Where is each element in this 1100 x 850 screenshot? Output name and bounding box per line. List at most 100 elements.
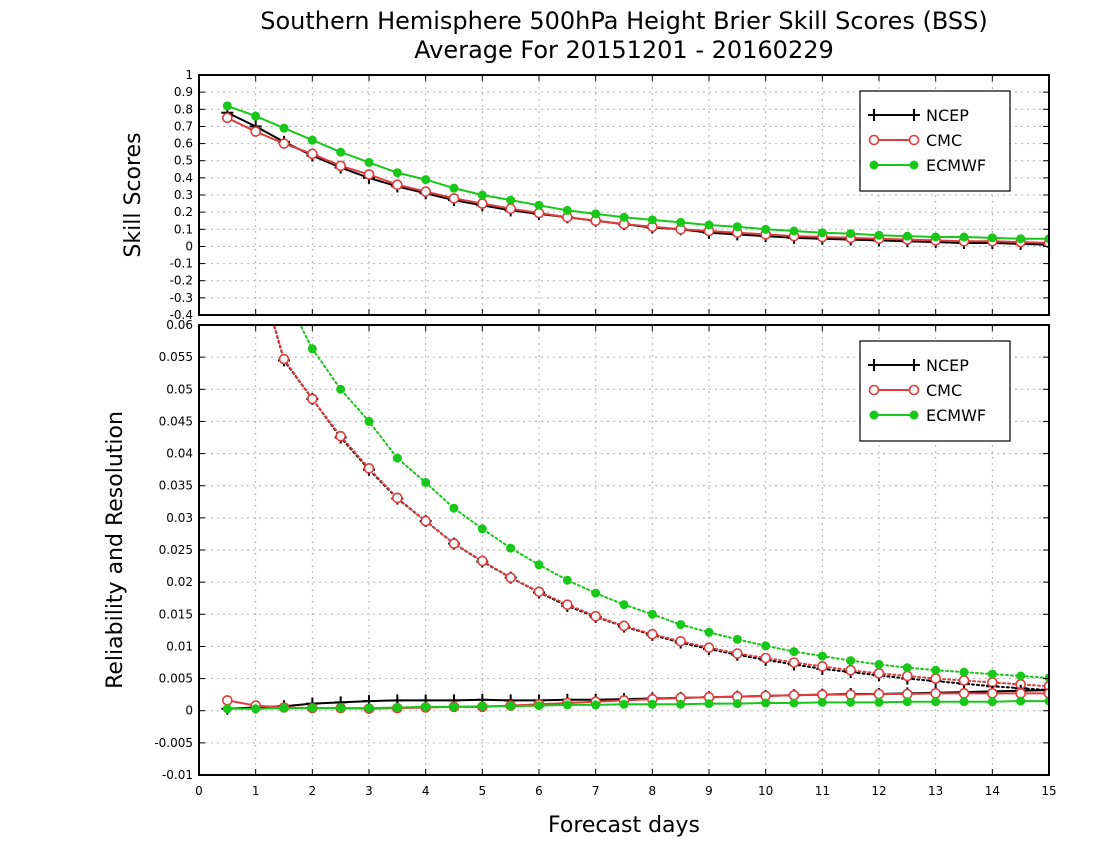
- ecmwf-point: [307, 135, 317, 145]
- resolution-cmc-point: [448, 538, 460, 549]
- y-tick-label: 0: [185, 704, 193, 718]
- chart-subtitle: Average For 20151201 - 20160229: [414, 36, 834, 64]
- legend-marker-ncep: [908, 359, 920, 371]
- cmc-point: [335, 160, 346, 172]
- resolution-ecmwf-point: [477, 524, 487, 534]
- ecmwf-point: [846, 229, 856, 239]
- y-tick-label: 0.06: [166, 318, 193, 332]
- ecmwf-point: [251, 111, 261, 121]
- ecmwf-point: [874, 230, 884, 240]
- reliability-cmc-point: [958, 688, 970, 699]
- reliability-cmc-point: [902, 688, 913, 700]
- x-tick-label: 4: [422, 784, 430, 798]
- x-tick-label: 13: [928, 784, 943, 798]
- resolution-ecmwf-point: [591, 588, 601, 598]
- x-tick-label: 15: [1041, 784, 1056, 798]
- skill-score-y-ticks: -0.4 -0.3 -0.2 -0.1 0 0.1 0.2 0.3 0.4 0.5 0.6 0.7 0.…: [170, 68, 1049, 322]
- x-tick-label: 1: [252, 784, 260, 798]
- cmc-point: [222, 112, 233, 124]
- ecmwf-point: [619, 212, 629, 222]
- reliability-ecmwf-point: [761, 698, 771, 708]
- cmc-point: [448, 193, 460, 204]
- ecmwf-point: [477, 190, 487, 200]
- y-tick-label: 1: [185, 68, 193, 82]
- reliability-ecmwf-point: [1016, 696, 1026, 706]
- reliability-ecmwf-point: [959, 697, 969, 707]
- ecmwf-point: [336, 147, 346, 157]
- legend-marker-ecmwf: [909, 160, 919, 170]
- ecmwf-point: [364, 157, 374, 167]
- resolution-ecmwf-point: [534, 560, 544, 570]
- reliability-resolution-y-axis-label: Reliability and Resolution: [103, 411, 128, 689]
- y-tick-label: 0.005: [159, 672, 193, 686]
- resolution-cmc-point: [873, 668, 885, 679]
- x-tick-label: 14: [985, 784, 1000, 798]
- reliability-resolution-y-ticks: -0.01 -0.005 0 0.005 0.01 0.015 0.02 0.025 0.03 0…: [154, 318, 1049, 782]
- y-tick-label: 0.2: [174, 205, 193, 219]
- legend-label-ncep: NCEP: [926, 106, 969, 125]
- reliability-ecmwf-point: [307, 703, 317, 713]
- y-tick-label: 0.7: [174, 119, 193, 133]
- resolution-cmc-point: [278, 353, 290, 365]
- y-tick-label: 0.055: [159, 350, 193, 364]
- y-tick-label: -0.005: [154, 736, 193, 750]
- resolution-cmc-point: [930, 673, 941, 684]
- resolution-cmc-point: [251, 256, 260, 265]
- y-tick-label: -0.01: [162, 768, 193, 782]
- skill-score-panel: -0.4 -0.3 -0.2 -0.1 0 0.1 0.2 0.3 0.4 0.5 0.6 0.7 0.…: [121, 68, 1050, 322]
- resolution-cmc-point: [647, 628, 658, 640]
- resolution-cmc-point: [533, 586, 545, 598]
- cmc-point: [533, 207, 545, 219]
- reliability-ecmwf-point: [902, 697, 912, 707]
- ecmwf-point: [392, 168, 402, 178]
- resolution-ecmwf-point: [336, 384, 346, 394]
- resolution-cmc-point: [392, 492, 403, 504]
- x-axis-ticks: 0 1 2 3 4 5 6 7 8 9 10 11 12 13 14 15: [195, 75, 1057, 798]
- reliability-ecmwf-point: [676, 699, 686, 709]
- resolution-cmc-point: [675, 635, 686, 647]
- resolution-ecmwf-point: [902, 663, 912, 673]
- cmc-point: [420, 186, 431, 197]
- x-tick-label: 2: [309, 784, 317, 798]
- chart-title: Southern Hemisphere 500hPa Height Brier …: [260, 7, 987, 35]
- ecmwf-point: [789, 226, 799, 236]
- ecmwf-point: [534, 200, 544, 210]
- reliability-ecmwf-point: [874, 697, 884, 707]
- ecmwf-point: [817, 228, 827, 238]
- legend-label-ecmwf: ECMWF: [926, 406, 986, 425]
- reliability-cmc-point: [788, 689, 800, 701]
- reliability-ecmwf-point: [222, 704, 232, 714]
- x-tick-label: 8: [649, 784, 657, 798]
- resolution-cmc-point: [732, 648, 743, 659]
- reliability-resolution-series: [221, 256, 1049, 715]
- y-tick-label: -0.2: [170, 274, 193, 288]
- resolution-ecmwf-point: [421, 478, 431, 487]
- resolution-ecmwf-point: [1016, 671, 1026, 681]
- reliability-ecmwf-point: [392, 703, 402, 712]
- reliability-cmc-point: [1043, 688, 1049, 699]
- ecmwf-point: [676, 217, 686, 227]
- x-tick-label: 5: [479, 784, 487, 798]
- reliability-resolution-panel: -0.01 -0.005 0 0.005 0.01 0.015 0.02 0.025 0.03 0…: [103, 256, 1050, 782]
- resolution-ecmwf-point: [704, 627, 714, 637]
- x-tick-label: 9: [705, 784, 713, 798]
- legend-marker-ecmwf: [909, 410, 919, 420]
- ecmwf-point: [449, 183, 459, 193]
- reliability-ecmwf-point: [477, 701, 487, 711]
- reliability-ecmwf-point: [562, 700, 572, 710]
- y-tick-label: 0.1: [174, 222, 193, 236]
- y-tick-label: 0.015: [159, 607, 193, 621]
- reliability-ecmwf-point: [846, 697, 856, 707]
- ecmwf-point: [591, 209, 601, 219]
- resolution-ecmwf-point: [619, 600, 629, 610]
- x-tick-label: 3: [365, 784, 373, 798]
- reliability-cmc-point: [930, 688, 941, 699]
- legend-marker-ncep: [908, 109, 920, 121]
- legend-marker-ncep: [868, 359, 880, 371]
- resolution-ecmwf-point: [761, 641, 771, 651]
- y-tick-label: -0.3: [170, 291, 193, 305]
- ecmwf-line: [226, 104, 1049, 240]
- reliability-ecmwf-point: [449, 702, 459, 712]
- ecmwf-point: [987, 233, 997, 243]
